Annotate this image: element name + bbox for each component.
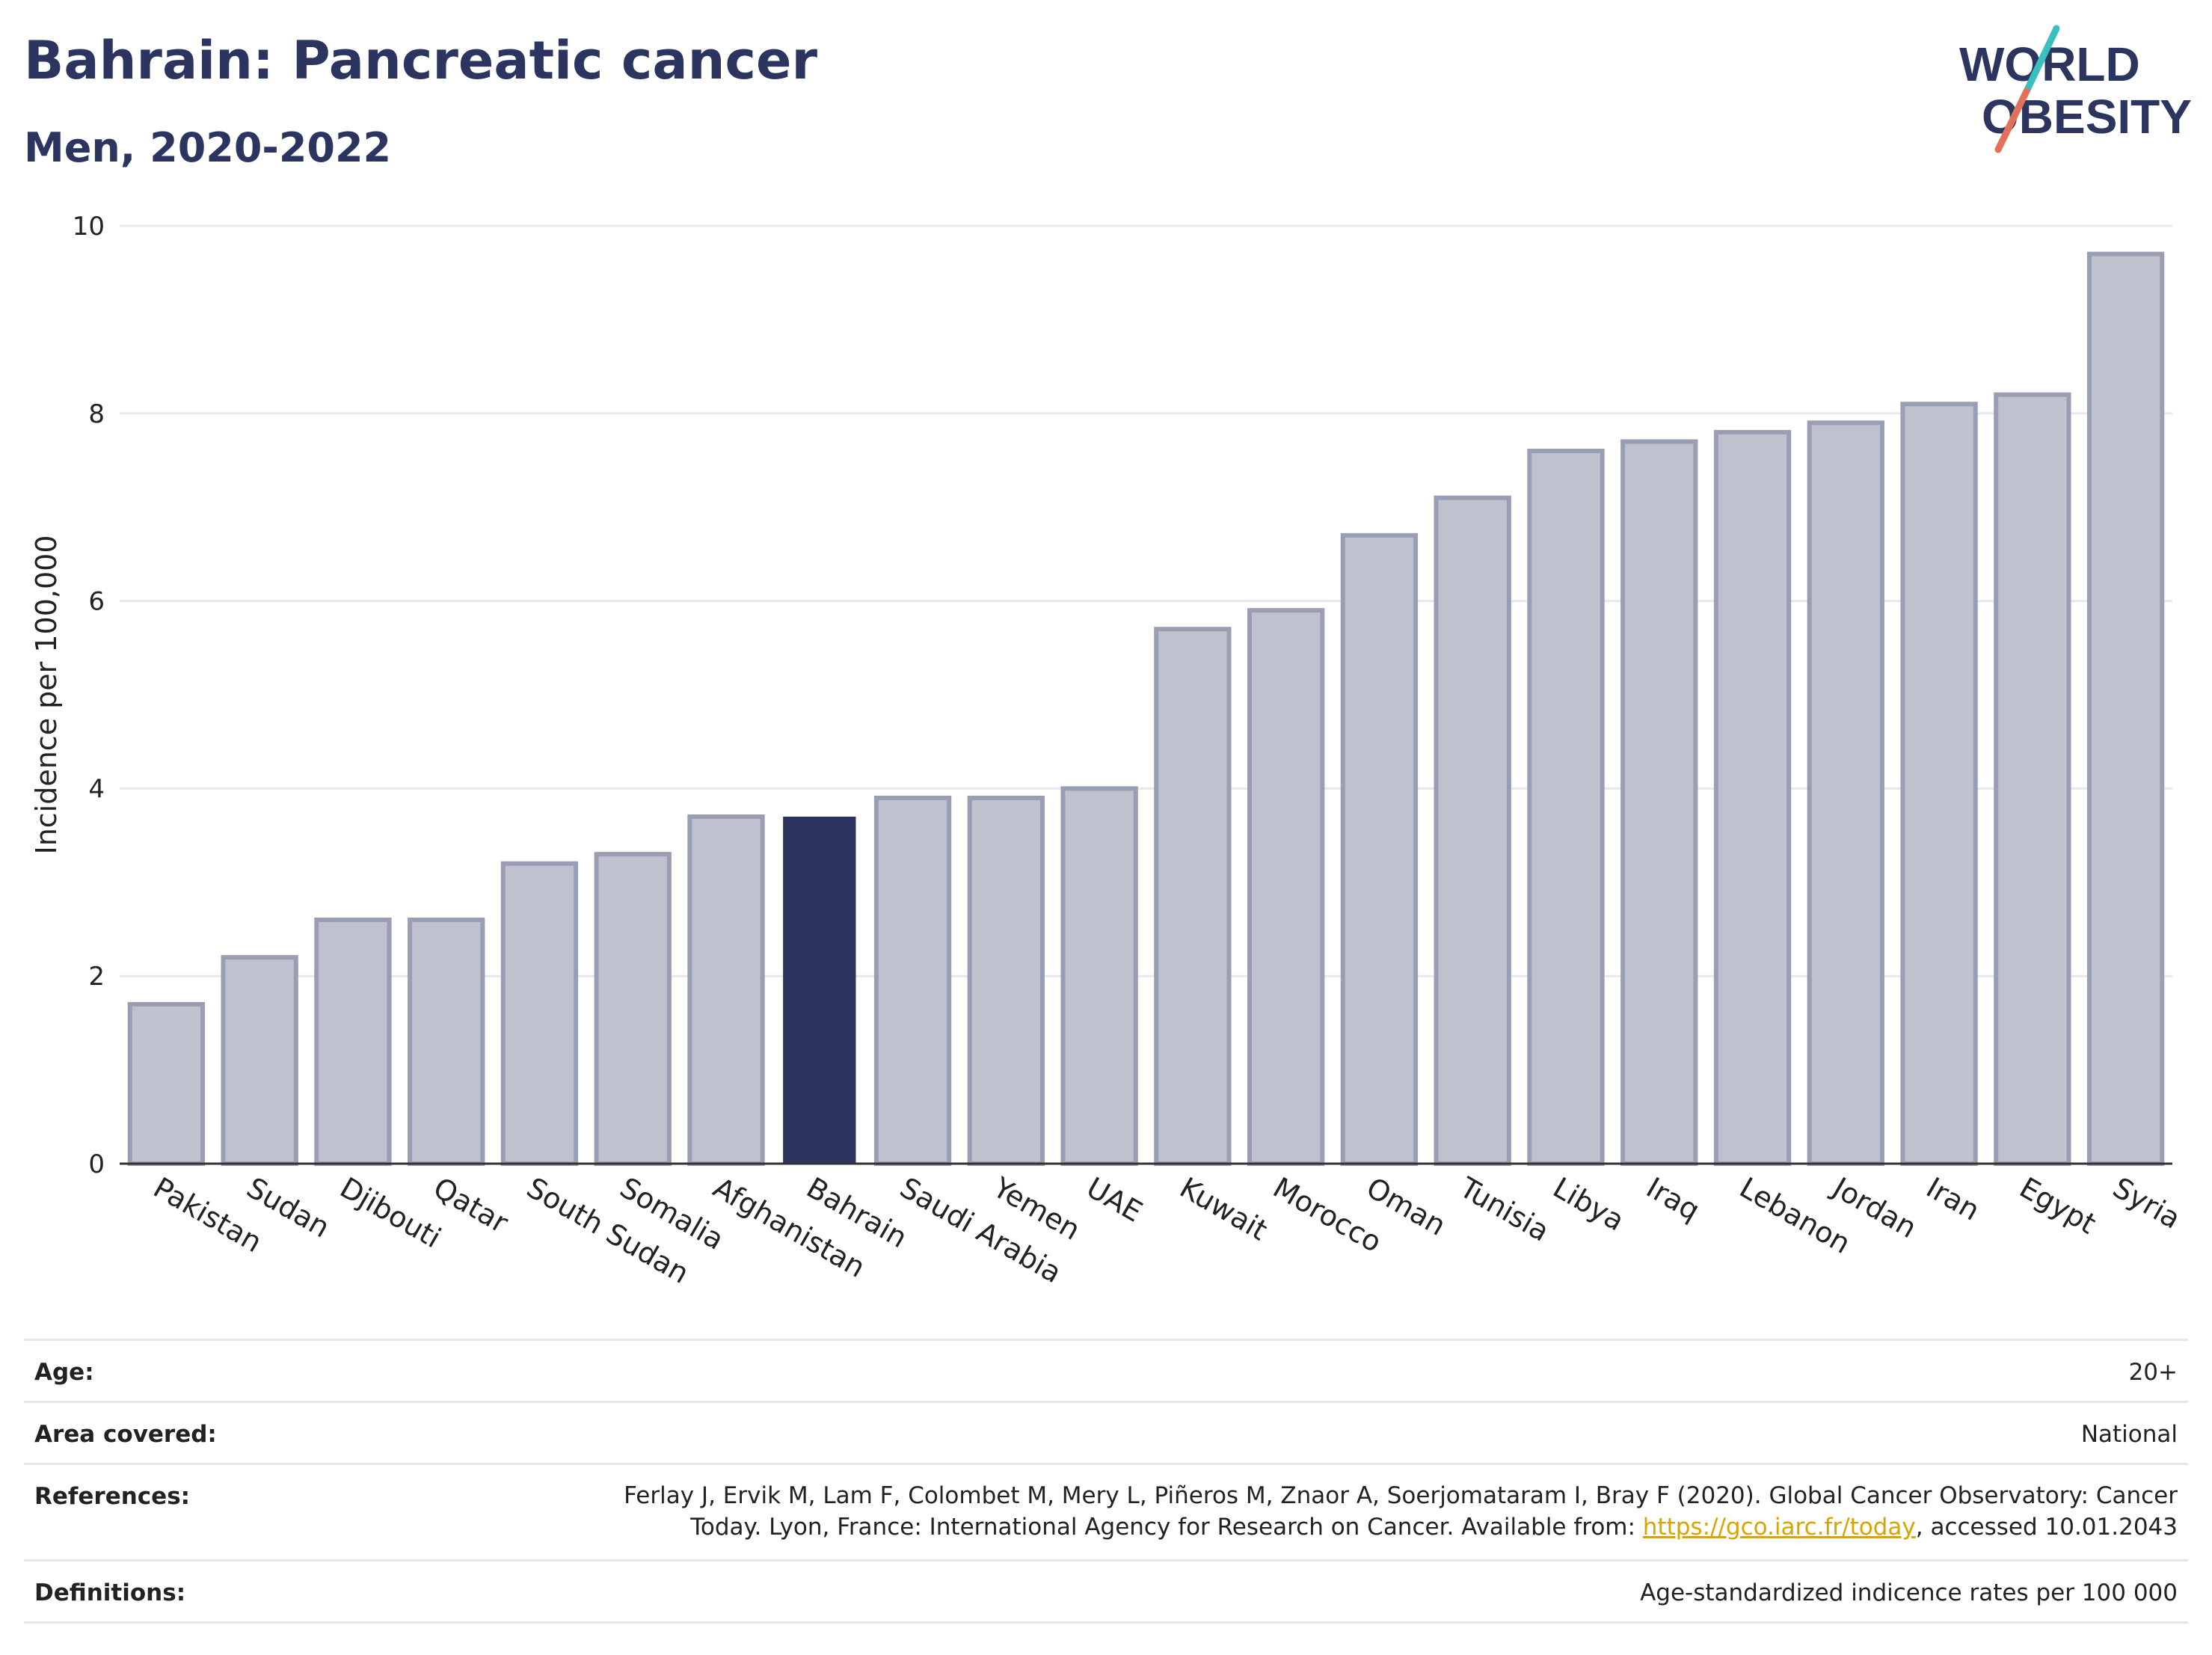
bar-djibouti: [314, 917, 392, 1166]
y-tick-label: 2: [88, 962, 105, 992]
info-row-age: Age: 20+: [24, 1339, 2188, 1401]
info-row-references: References: Ferlay J, Ervik M, Lam F, Co…: [24, 1463, 2188, 1559]
x-tick-label: Iran: [1921, 1171, 1985, 1227]
bar-sudan: [221, 955, 298, 1166]
x-tick-label: Djibouti: [334, 1171, 446, 1255]
bar-saudi-arabia: [873, 795, 952, 1166]
y-axis-label: Incidence per 100,000: [30, 535, 63, 854]
bar-jordan: [1807, 420, 1884, 1166]
y-tick-label: 0: [88, 1149, 105, 1179]
y-tick-label: 10: [73, 212, 105, 242]
info-row-area: Area covered: National: [24, 1401, 2188, 1463]
x-tick-label: Egypt: [2014, 1171, 2101, 1241]
x-tick-label: Iraq: [1641, 1171, 1705, 1227]
bar-morocco: [1247, 608, 1325, 1166]
references-line2-post: , accessed 10.01.2043: [1915, 1514, 2178, 1541]
chart-title: Bahrain: Pancreatic cancer: [24, 30, 817, 91]
bar-kuwait: [1154, 627, 1232, 1166]
logo-slash-coral: [1994, 87, 2030, 153]
bar-somalia: [594, 852, 672, 1167]
bar-bahrain: [783, 817, 856, 1164]
x-tick-label: Kuwait: [1174, 1171, 1273, 1247]
area-value: National: [2080, 1421, 2178, 1448]
chart-subtitle: Men, 2020-2022: [24, 124, 392, 171]
references-link[interactable]: https://gco.iarc.fr/today: [1642, 1514, 1916, 1541]
references-label: References:: [34, 1483, 191, 1510]
y-tick-label: 6: [88, 587, 105, 617]
x-tick-label: Tunisia: [1454, 1170, 1555, 1248]
y-tick-label: 4: [88, 774, 105, 804]
age-label: Age:: [34, 1359, 94, 1386]
definitions-label: Definitions:: [34, 1579, 186, 1606]
definitions-value: Age-standardized indicence rates per 100…: [1640, 1579, 2178, 1606]
bar-iran: [1900, 402, 1978, 1166]
area-label: Area covered:: [34, 1421, 217, 1448]
bar-afghanistan: [687, 814, 765, 1167]
x-tick-label: Libya: [1547, 1171, 1629, 1238]
info-row-definitions: Definitions: Age-standardized indicence …: [24, 1559, 2188, 1624]
bar-qatar: [408, 917, 485, 1166]
bar-egypt: [1994, 392, 2071, 1166]
bar-south-sudan: [500, 861, 579, 1166]
references-line1: Ferlay J, Ervik M, Lam F, Colombet M, Me…: [624, 1482, 2178, 1509]
bar-syria: [2086, 251, 2165, 1166]
bar-uae: [1060, 786, 1138, 1167]
bar-iraq: [1620, 439, 1698, 1166]
y-tick-label: 8: [88, 399, 105, 429]
bar-oman: [1340, 532, 1419, 1166]
logo-slash-teal: [2023, 25, 2060, 95]
bar-yemen: [967, 795, 1045, 1166]
bar-tunisia: [1434, 495, 1511, 1166]
bar-pakistan: [127, 1001, 206, 1166]
x-tick-label: UAE: [1081, 1171, 1148, 1229]
bar-lebanon: [1713, 429, 1792, 1166]
references-line2-pre: Today. Lyon, France: International Agenc…: [690, 1514, 1643, 1541]
age-value: 20+: [2128, 1359, 2178, 1386]
bar-libya: [1527, 448, 1605, 1166]
references-line2: Today. Lyon, France: International Agenc…: [624, 1511, 2178, 1543]
world-obesity-logo: WORLD OBESITY: [1959, 25, 2192, 153]
info-table: Age: 20+ Area covered: National Referenc…: [24, 1339, 2188, 1624]
references-value: Ferlay J, Ervik M, Lam F, Colombet M, Me…: [624, 1480, 2178, 1543]
x-tick-label: Syria: [2107, 1171, 2186, 1235]
